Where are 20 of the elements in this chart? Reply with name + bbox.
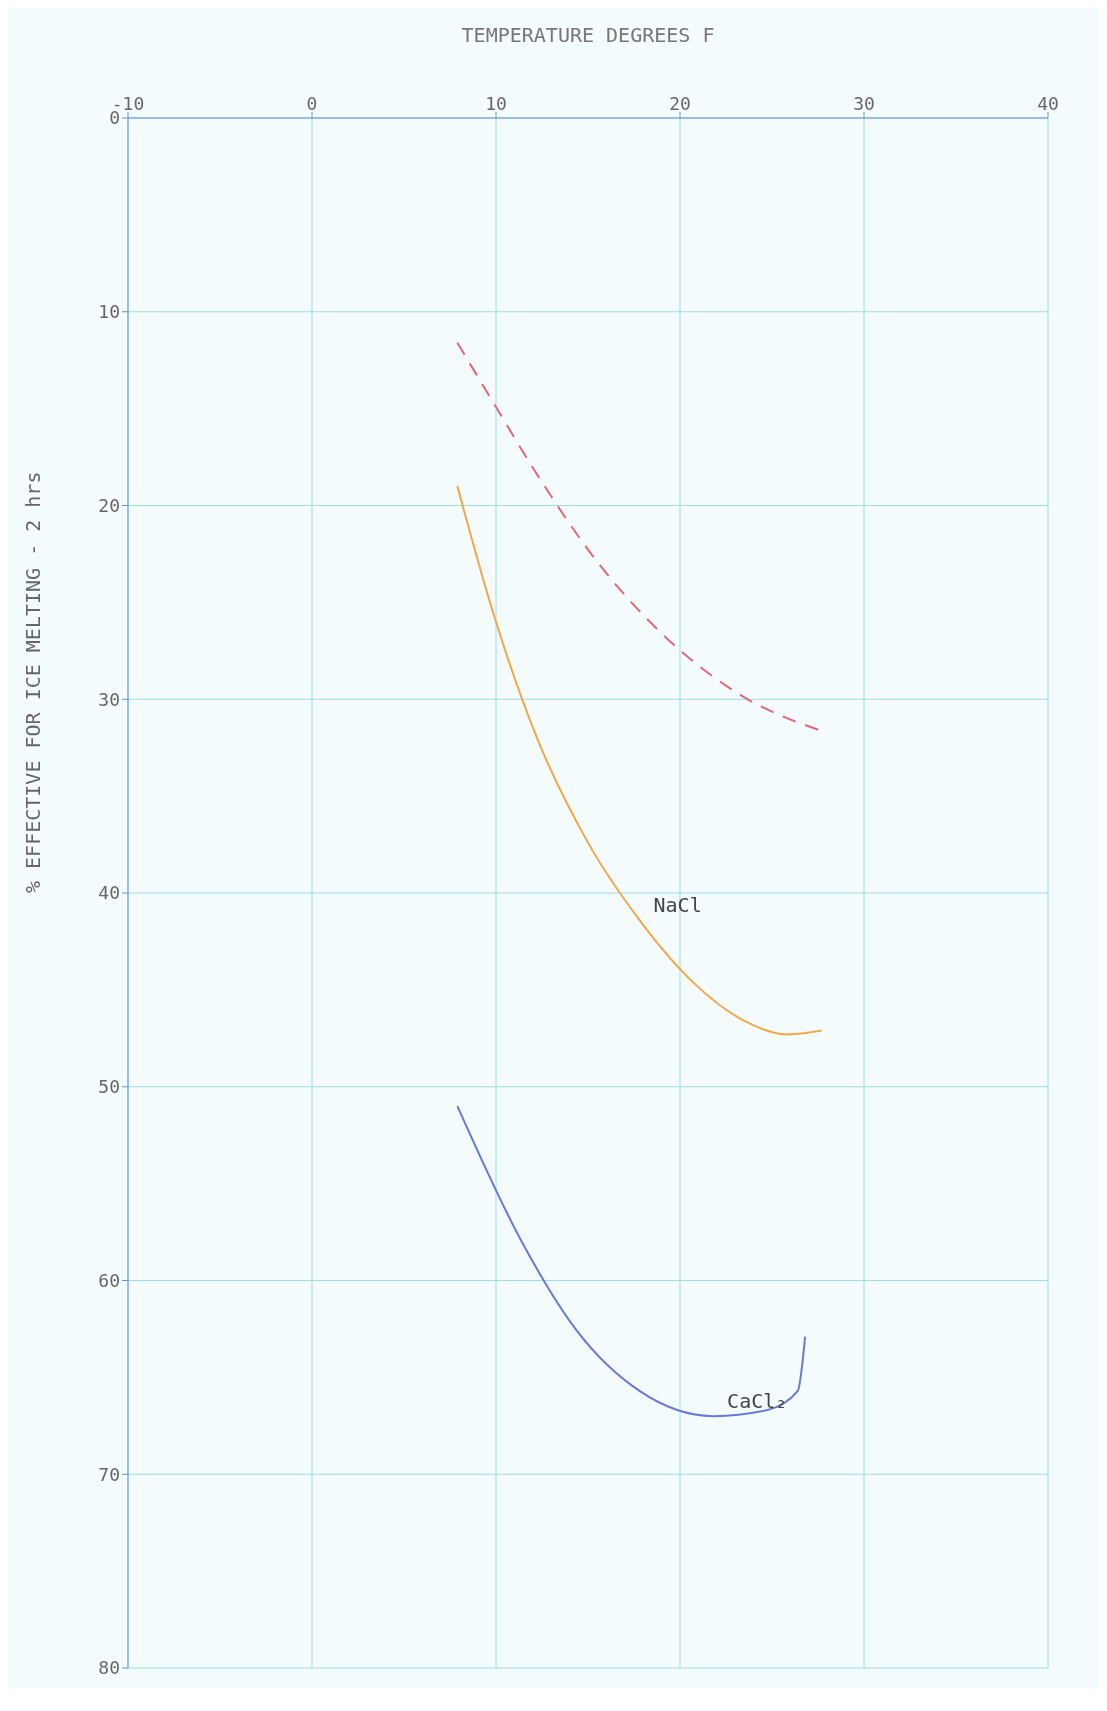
y-tick-label: 80 <box>98 1657 120 1679</box>
x-axis-title: TEMPERATURE DEGREES F <box>461 23 715 48</box>
series-label: NaCl <box>653 893 702 918</box>
x-tick-label: 10 <box>485 93 507 114</box>
y-tick-label: 10 <box>98 301 120 323</box>
series-label: CaCl₂ <box>727 1389 788 1414</box>
y-tick-label: 60 <box>98 1269 120 1291</box>
x-tick-label: 30 <box>853 93 875 114</box>
x-tick-label: 0 <box>306 93 318 114</box>
y-tick-label: 20 <box>98 494 120 516</box>
y-tick-label: 40 <box>98 882 120 904</box>
y-tick-label: 50 <box>98 1076 120 1098</box>
y-axis-title: % EFFECTIVE FOR ICE MELTING - 2 hrs <box>21 471 46 893</box>
line-series <box>456 485 823 1036</box>
y-tick-label: 30 <box>98 688 120 710</box>
y-tick-label: 70 <box>98 1463 120 1485</box>
x-tick-label: 40 <box>1037 93 1059 114</box>
x-tick-label: 20 <box>669 93 691 114</box>
line-series <box>456 1105 807 1418</box>
y-tick-label: 0 <box>109 107 120 129</box>
